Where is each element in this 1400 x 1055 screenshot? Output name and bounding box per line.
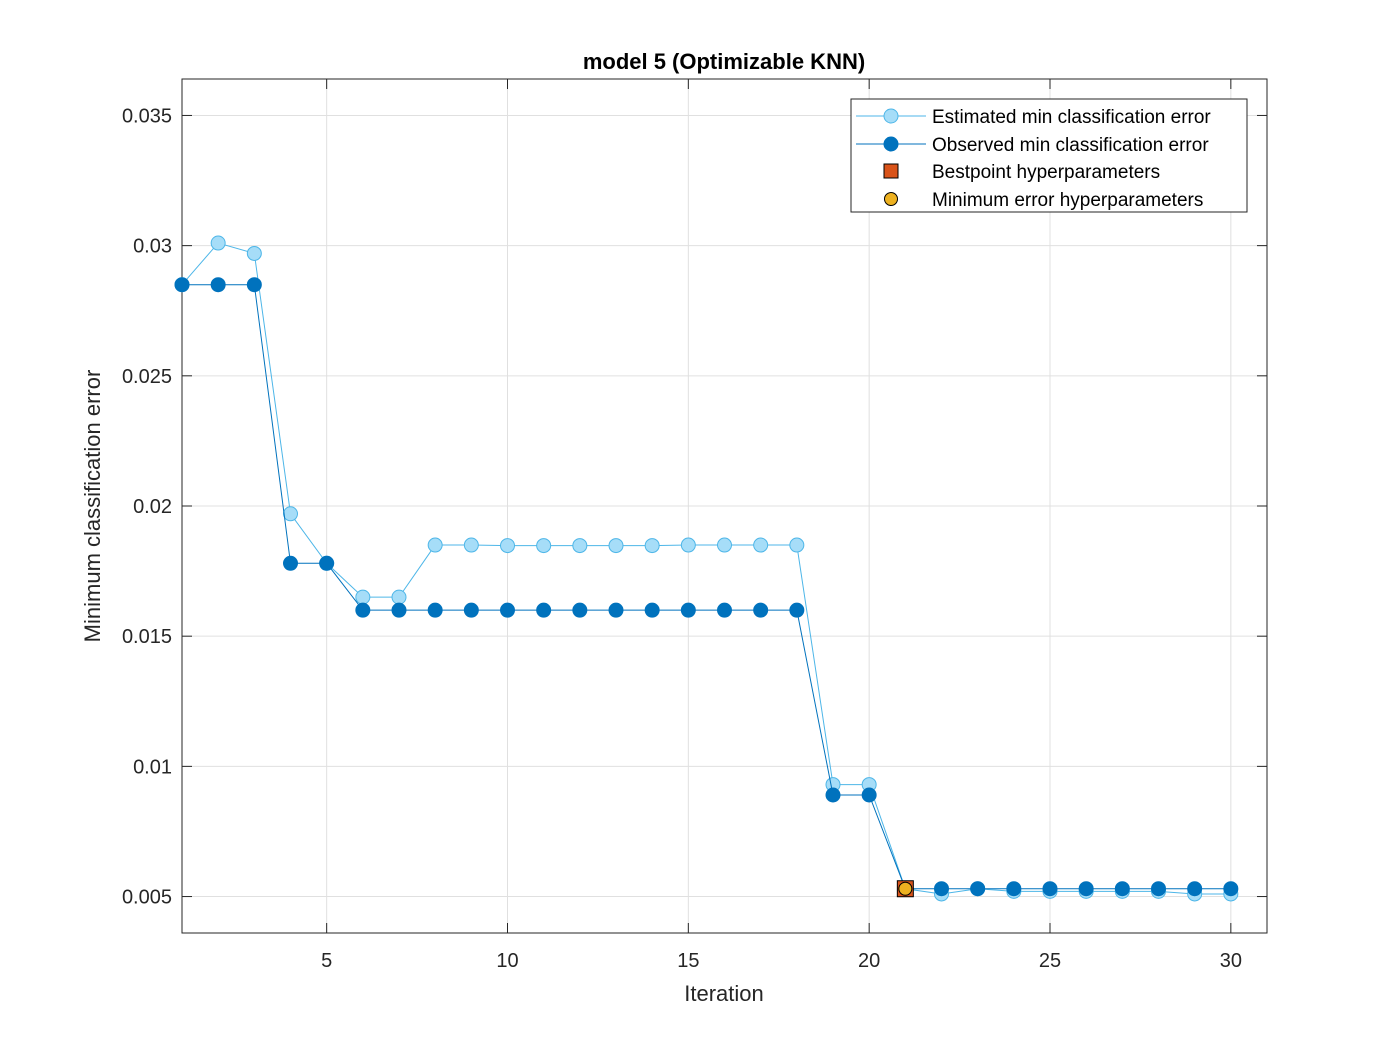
legend-observed-marker xyxy=(883,136,899,152)
series-observed-point xyxy=(934,881,949,897)
series-observed-point xyxy=(174,277,190,293)
series-estimated-point xyxy=(644,538,660,554)
series-observed-point xyxy=(246,277,262,293)
legend-estimated-marker xyxy=(883,108,899,124)
series-observed-point xyxy=(825,787,841,803)
y-tick-label: 0.035 xyxy=(122,105,172,127)
series-observed-point xyxy=(1006,881,1022,897)
series-observed-point xyxy=(1114,881,1130,897)
series-observed-point xyxy=(427,602,443,618)
series-observed-point xyxy=(1187,881,1203,897)
y-tick-label: 0.03 xyxy=(133,236,172,258)
series-estimated-point xyxy=(391,589,407,605)
series-estimated-point xyxy=(753,537,769,553)
series-observed-point xyxy=(644,602,660,618)
legend-entry-estimated: Estimated min classification error xyxy=(856,107,1211,128)
series-estimated-point xyxy=(608,538,624,554)
legend-minerror-label: Minimum error hyperparameters xyxy=(932,190,1203,211)
series-observed-point xyxy=(283,555,298,571)
series-observed-point xyxy=(536,602,552,618)
series-observed-point xyxy=(1151,881,1166,897)
series-estimated-point xyxy=(717,537,732,553)
series-observed-point xyxy=(680,602,696,618)
legend-entry-bestpoint: Bestpoint hyperparameters xyxy=(883,162,1160,183)
series-observed-point xyxy=(319,555,335,571)
y-tick-label: 0.025 xyxy=(122,366,172,388)
x-tick-label: 15 xyxy=(677,950,699,972)
x-tick-label: 25 xyxy=(1039,950,1061,972)
x-tick-label: 10 xyxy=(496,950,518,972)
y-tick-label: 0.005 xyxy=(122,887,172,909)
legend-bestpoint-marker xyxy=(883,163,899,179)
grid xyxy=(182,79,1267,933)
series-estimated-point xyxy=(536,538,552,554)
series-observed-point xyxy=(500,602,515,618)
series-observed-point xyxy=(789,602,805,618)
x-tick-label: 20 xyxy=(858,950,880,972)
series-observed-point xyxy=(210,277,226,293)
series-observed-point xyxy=(861,787,877,803)
series-observed-point xyxy=(717,602,732,618)
series-estimated-point xyxy=(283,506,298,522)
legend-entry-minerror: Minimum error hyperparameters xyxy=(884,190,1203,211)
series-observed-point xyxy=(753,602,769,618)
y-tick-label: 0.02 xyxy=(133,496,172,518)
legend-minerror-marker xyxy=(884,192,898,206)
series-estimated-point xyxy=(680,537,696,553)
legend: Estimated min classification error Obser… xyxy=(850,98,1248,213)
series-observed-point xyxy=(1078,881,1094,897)
series-observed-point xyxy=(355,602,371,618)
y-tick-label: 0.01 xyxy=(133,756,172,778)
legend-entry-observed: Observed min classification error xyxy=(856,135,1209,156)
series-estimated-point xyxy=(572,538,588,554)
series-estimated-point xyxy=(355,589,371,605)
series-observed-point xyxy=(970,881,986,897)
x-axis-title: Iteration xyxy=(684,981,764,1006)
legend-observed-label: Observed min classification error xyxy=(932,135,1209,156)
series-estimated-point xyxy=(427,537,443,553)
x-tick-label: 5 xyxy=(321,950,332,972)
series-estimated-point xyxy=(463,537,479,553)
series-observed-point xyxy=(572,602,588,618)
y-tick-label: 0.015 xyxy=(122,626,172,648)
axis-ticks: 5 10 15 20 25 30 0.005 0.01 0.015 0.02 0.025 0.03 0.… xyxy=(122,79,1267,972)
x-tick-label: 30 xyxy=(1220,950,1242,972)
legend-estimated-label: Estimated min classification error xyxy=(932,107,1211,128)
legend-bestpoint-label: Bestpoint hyperparameters xyxy=(932,162,1160,183)
series-estimated-point xyxy=(246,245,262,261)
series-observed-point xyxy=(463,602,479,618)
y-axis-title: Minimum classification error xyxy=(80,370,105,643)
series-estimated-point xyxy=(789,537,805,553)
minerror-marker xyxy=(898,881,913,896)
series-estimated-point xyxy=(210,235,226,251)
series-observed-point xyxy=(1042,881,1058,897)
series-observed-point xyxy=(1223,881,1239,897)
series-layer xyxy=(174,235,1239,902)
series-observed-point xyxy=(608,602,624,618)
legend-box xyxy=(850,98,1248,213)
chart-title: model 5 (Optimizable KNN) xyxy=(583,49,865,74)
series-estimated-point xyxy=(500,538,515,554)
series-observed-point xyxy=(391,602,407,618)
